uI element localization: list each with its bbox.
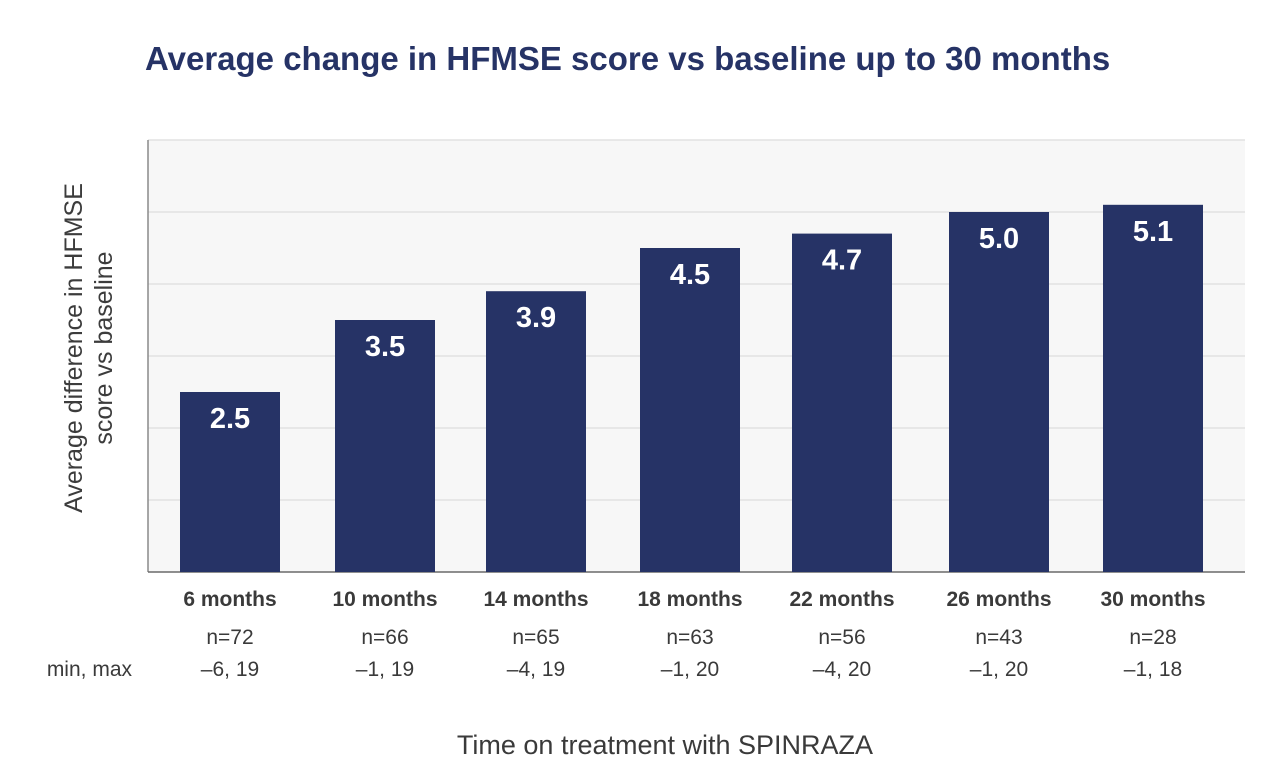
chart-title-area: Average change in HFMSE score vs baselin…	[0, 0, 1280, 100]
n-value-label: n=66	[361, 626, 408, 649]
bar	[640, 248, 740, 572]
y-axis-label-line: Average difference in HFMSE	[60, 183, 88, 513]
bar	[180, 392, 280, 572]
n-value-label: n=63	[666, 626, 713, 649]
x-tick-label: 10 months	[332, 588, 437, 611]
minmax-value-label: –4, 20	[813, 658, 871, 681]
minmax-value-label: –1, 19	[356, 658, 414, 681]
minmax-value-label: –6, 19	[201, 658, 259, 681]
bar-value-label: 2.5	[210, 403, 250, 435]
bar-value-label: 4.5	[670, 259, 710, 291]
n-value-label: n=72	[206, 626, 253, 649]
minmax-value-label: –1, 18	[1124, 658, 1182, 681]
bar	[949, 212, 1049, 572]
y-axis-label-line: score vs baseline	[90, 251, 118, 444]
x-tick-label: 30 months	[1100, 588, 1205, 611]
x-tick-label: 22 months	[789, 588, 894, 611]
bar-value-label: 5.1	[1133, 216, 1173, 248]
x-tick-label: 26 months	[946, 588, 1051, 611]
bar	[792, 233, 892, 572]
minmax-value-label: –1, 20	[661, 658, 719, 681]
x-tick-label: 14 months	[483, 588, 588, 611]
n-value-label: n=56	[818, 626, 865, 649]
n-value-label: n=43	[975, 626, 1022, 649]
bar-value-label: 5.0	[979, 223, 1019, 255]
chart-title: Average change in HFMSE score vs baselin…	[145, 40, 1111, 77]
bar	[335, 320, 435, 572]
bar-value-label: 4.7	[822, 245, 862, 277]
x-tick-label: 18 months	[637, 588, 742, 611]
minmax-value-label: –4, 19	[507, 658, 565, 681]
bar	[1103, 204, 1203, 573]
bar-value-label: 3.9	[516, 302, 556, 334]
bar	[486, 291, 586, 572]
n-value-label: n=65	[512, 626, 559, 649]
x-axis-label: Time on treatment with SPINRAZA	[456, 730, 874, 760]
n-value-label: n=28	[1129, 626, 1176, 649]
x-tick-label: 6 months	[183, 588, 276, 611]
minmax-row-label: min, max	[47, 658, 133, 681]
minmax-value-label: –1, 20	[970, 658, 1028, 681]
bar-value-label: 3.5	[365, 331, 405, 363]
